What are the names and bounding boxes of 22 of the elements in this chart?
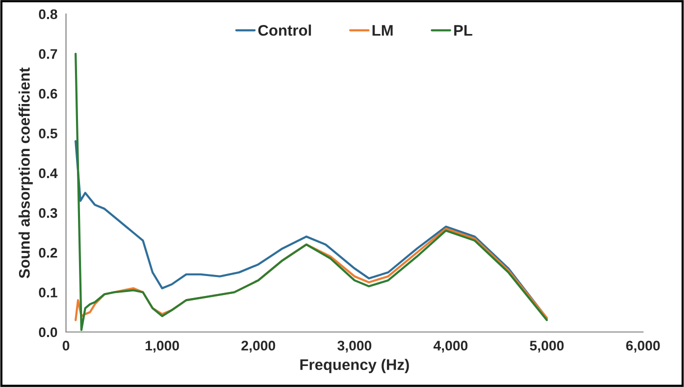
line-series xyxy=(74,52,548,332)
y-tick-label: 0.1 xyxy=(38,288,58,298)
y-tick-label: 0.6 xyxy=(38,88,58,99)
y-tick-label: 0.3 xyxy=(38,208,58,218)
y-tick-label: 0.7 xyxy=(38,49,58,59)
y-tick-label: 0.8 xyxy=(38,9,58,20)
x-tick-label: 4,000 xyxy=(434,340,468,353)
x-tick-label: 0 xyxy=(62,340,70,351)
x-tick-label: 1,000 xyxy=(146,340,179,353)
legend-label: PL xyxy=(454,25,472,36)
legend-label: Control xyxy=(258,24,311,36)
x-tick-label: 3,000 xyxy=(337,340,372,353)
x-tick-label: 6,000 xyxy=(626,340,660,353)
x-axis-title: Frequency (Hz) xyxy=(300,358,409,374)
y-tick-label: 0.4 xyxy=(38,168,58,178)
y-tick-label: 0.5 xyxy=(38,128,58,138)
x-tick-label: 2,000 xyxy=(241,340,276,353)
y-tick-label: 0.0 xyxy=(38,327,58,338)
y-axis-title: Sound absorption coefficient xyxy=(18,68,33,278)
legend-label: LM xyxy=(372,25,393,36)
x-tick-label: 5,000 xyxy=(530,340,564,353)
y-tick-label: 0.2 xyxy=(38,248,58,258)
